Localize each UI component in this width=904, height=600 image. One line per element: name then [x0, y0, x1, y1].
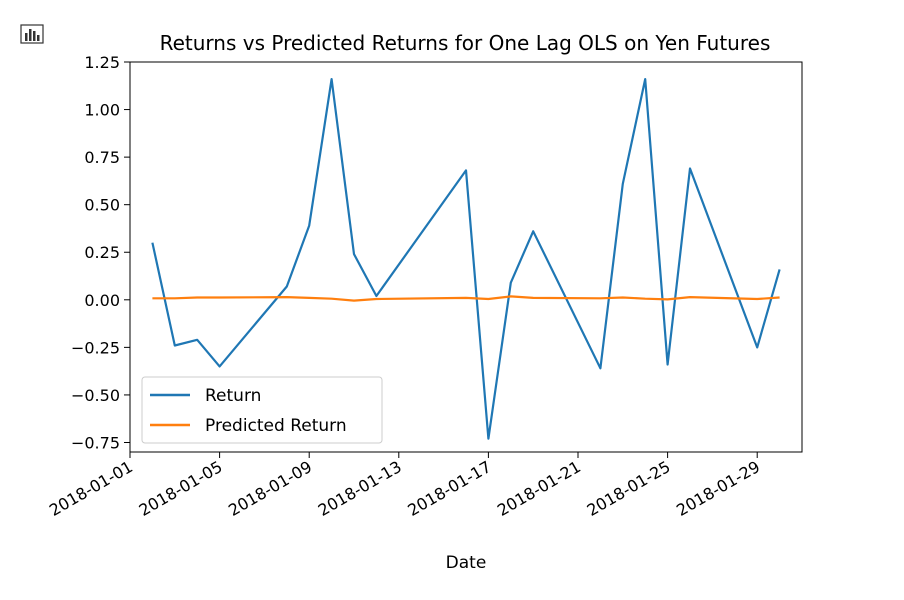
x-tick-label: 2018-01-01	[46, 457, 136, 520]
predicted-return-line	[152, 295, 780, 302]
return-line	[151, 77, 781, 440]
chart-title: Returns vs Predicted Returns for One Lag…	[160, 31, 771, 55]
legend-label-predicted-return: Predicted Return	[205, 416, 347, 436]
y-tick-label: 0.75	[84, 148, 120, 167]
y-tick-label: −0.75	[71, 433, 120, 452]
x-tick-label: 2018-01-05	[136, 457, 226, 520]
x-tick-label: 2018-01-09	[225, 457, 315, 520]
y-tick-label: 0.25	[84, 243, 120, 262]
y-tick-label: −0.25	[71, 338, 120, 357]
y-tick-label: 0.00	[84, 291, 120, 310]
x-tick-label: 2018-01-21	[494, 457, 584, 520]
bar-chart-icon[interactable]	[20, 24, 44, 44]
legend: Return Predicted Return	[141, 376, 383, 444]
y-tick-label: 1.25	[84, 53, 120, 72]
x-tick-label: 2018-01-25	[584, 457, 674, 520]
x-tick-label: 2018-01-13	[315, 457, 405, 520]
x-tick-label: 2018-01-29	[673, 457, 763, 520]
y-tick-label: −0.50	[71, 386, 120, 405]
plot-area-frame	[129, 61, 803, 453]
y-tick-label: 0.50	[84, 196, 120, 215]
y-tick-label: 1.00	[84, 101, 120, 120]
x-axis-label: Date	[446, 553, 487, 573]
legend-label-return: Return	[205, 386, 261, 406]
legend-box	[141, 376, 383, 444]
x-tick-label: 2018-01-17	[404, 457, 494, 520]
